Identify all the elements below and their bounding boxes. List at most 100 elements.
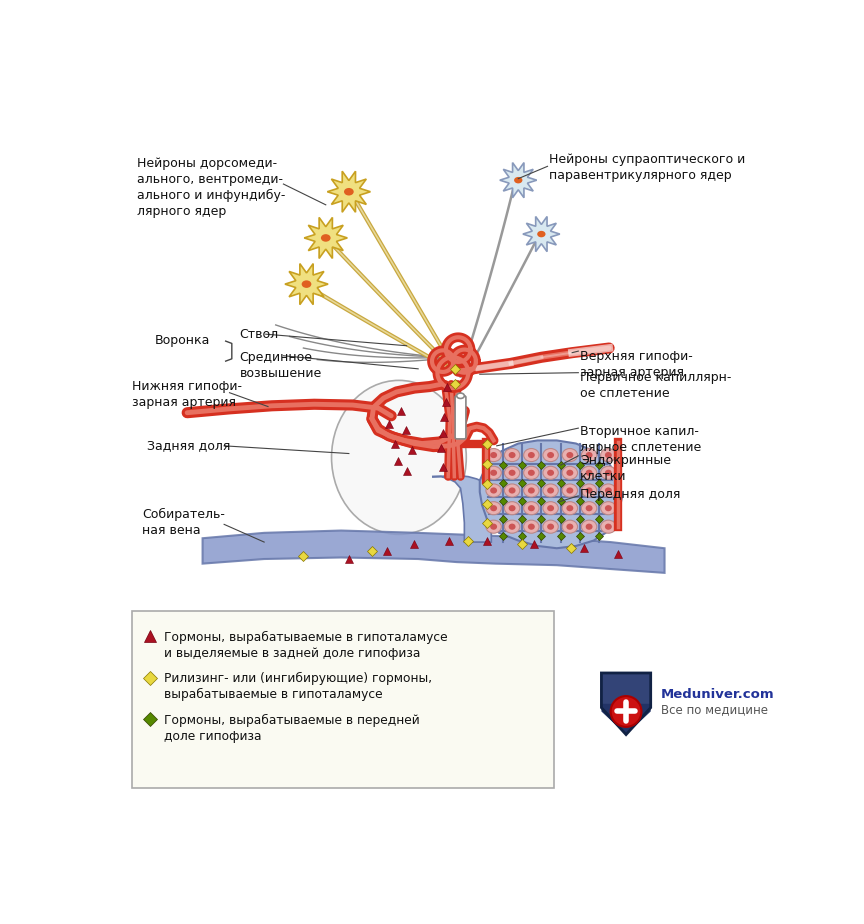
Ellipse shape [505,502,520,515]
Ellipse shape [524,448,539,462]
Polygon shape [480,441,622,548]
Circle shape [611,696,641,727]
Ellipse shape [509,505,516,511]
Ellipse shape [567,452,574,458]
Text: Передняя доля: Передняя доля [580,488,680,501]
Ellipse shape [567,524,574,529]
Text: Эндокринные
клетки: Эндокринные клетки [580,454,670,482]
Ellipse shape [509,524,516,529]
Ellipse shape [524,520,539,533]
Text: Первичное капиллярн-
ое сплетение: Первичное капиллярн- ое сплетение [580,371,731,400]
Ellipse shape [490,452,497,458]
Ellipse shape [490,469,497,476]
Ellipse shape [505,448,520,462]
Ellipse shape [600,520,616,533]
Text: Верхняя гипофи-
зарная артерия: Верхняя гипофи- зарная артерия [580,349,693,379]
Ellipse shape [486,467,501,480]
Polygon shape [202,530,664,573]
Ellipse shape [600,448,616,462]
Text: Собиратель-
ная вена: Собиратель- ная вена [143,508,226,538]
Ellipse shape [457,393,464,398]
Ellipse shape [537,231,545,237]
Polygon shape [601,673,651,704]
Ellipse shape [605,469,612,476]
Ellipse shape [547,524,554,529]
Ellipse shape [344,188,353,196]
Ellipse shape [600,484,616,497]
Ellipse shape [581,502,597,515]
Polygon shape [499,163,537,198]
Ellipse shape [505,484,520,497]
Text: Нейроны супраоптического и
паравентрикулярного ядер: Нейроны супраоптического и паравентрикул… [549,153,746,182]
Ellipse shape [486,520,501,533]
Text: Meduniver.com: Meduniver.com [661,688,774,701]
Text: Нейроны дорсомеди-
ального, вентромеди-
ального и инфундибу-
лярного ядер: Нейроны дорсомеди- ального, вентромеди- … [137,157,285,218]
Polygon shape [304,217,347,259]
Ellipse shape [528,505,535,511]
Ellipse shape [586,452,593,458]
Text: Нижняя гипофи-
зарная артерия: Нижняя гипофи- зарная артерия [131,380,242,408]
Ellipse shape [567,488,574,493]
Ellipse shape [547,505,554,511]
Polygon shape [523,216,560,251]
Ellipse shape [605,524,612,529]
Ellipse shape [547,488,554,493]
Ellipse shape [581,448,597,462]
Text: Задняя доля: Задняя доля [147,439,231,453]
Text: Ствол: Ствол [239,328,279,341]
Ellipse shape [581,467,597,480]
Ellipse shape [586,524,593,529]
Ellipse shape [562,520,577,533]
Ellipse shape [543,484,558,497]
Ellipse shape [528,488,535,493]
Ellipse shape [524,502,539,515]
Ellipse shape [567,505,574,511]
Ellipse shape [543,502,558,515]
Ellipse shape [509,488,516,493]
Ellipse shape [486,448,501,462]
FancyBboxPatch shape [455,395,466,439]
Text: Рилизинг- или (ингибирующие) гормоны,
вырабатываемые в гипоталамусе: Рилизинг- или (ингибирующие) гормоны, вы… [164,673,432,701]
Ellipse shape [490,505,497,511]
Ellipse shape [586,469,593,476]
Ellipse shape [332,381,467,534]
FancyBboxPatch shape [131,612,554,788]
Ellipse shape [509,469,516,476]
Ellipse shape [509,452,516,458]
Ellipse shape [543,520,558,533]
Ellipse shape [505,520,520,533]
Ellipse shape [543,467,558,480]
Ellipse shape [562,502,577,515]
Ellipse shape [605,488,612,493]
Ellipse shape [547,452,554,458]
Ellipse shape [567,469,574,476]
Ellipse shape [528,469,535,476]
Ellipse shape [514,176,523,183]
Ellipse shape [524,467,539,480]
Ellipse shape [490,488,497,493]
Ellipse shape [528,452,535,458]
Text: Гормоны, вырабатываемые в гипоталамусе
и выделяемые в задней доле гипофиза: Гормоны, вырабатываемые в гипоталамусе и… [164,630,448,660]
Polygon shape [285,263,328,305]
Text: Вторичное капил-
лярное сплетение: Вторичное капил- лярное сплетение [580,425,701,454]
Text: Срединное
возвышение: Срединное возвышение [239,351,321,380]
Polygon shape [601,704,651,735]
Ellipse shape [605,505,612,511]
Ellipse shape [600,502,616,515]
Polygon shape [327,171,371,213]
Ellipse shape [562,484,577,497]
Ellipse shape [605,452,612,458]
Ellipse shape [543,448,558,462]
Ellipse shape [586,488,593,493]
Ellipse shape [490,524,497,529]
Ellipse shape [600,467,616,480]
Text: Гормоны, вырабатываемые в передней
доле гипофиза: Гормоны, вырабатываемые в передней доле … [164,713,420,743]
Ellipse shape [581,484,597,497]
Text: Все по медицине: Все по медицине [661,703,768,716]
Ellipse shape [562,467,577,480]
Ellipse shape [486,502,501,515]
Ellipse shape [547,469,554,476]
Ellipse shape [562,448,577,462]
Ellipse shape [505,467,520,480]
Ellipse shape [524,484,539,497]
